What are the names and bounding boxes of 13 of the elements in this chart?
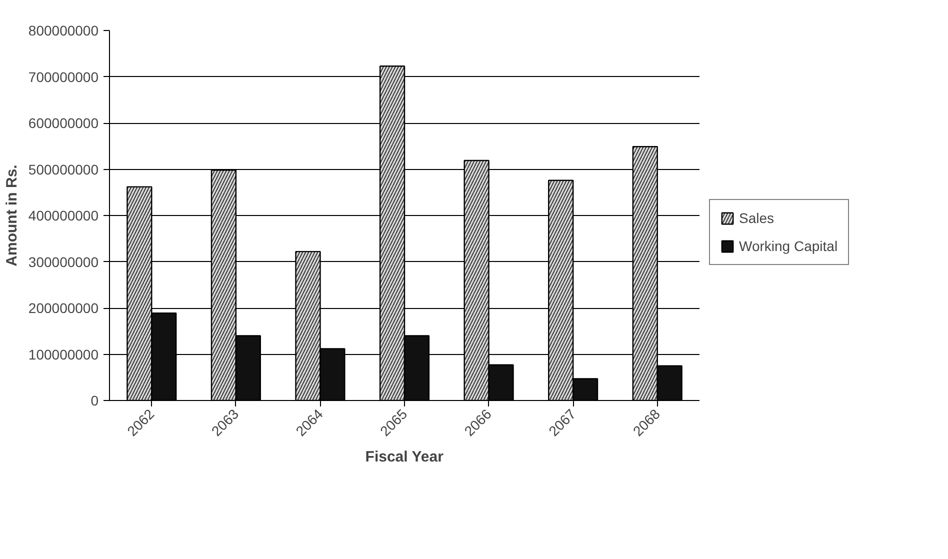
x-axis-title: Fiscal Year (365, 448, 444, 466)
y-tick-label: 300000000 (28, 254, 99, 270)
y-tick-label: 0 (90, 392, 99, 408)
legend-label: Working Capital (739, 238, 838, 254)
y-tick-label: 800000000 (28, 22, 99, 38)
y-tick-label: 200000000 (28, 300, 99, 316)
y-tick-label: 500000000 (28, 161, 99, 178)
y-tick-label: 600000000 (28, 115, 99, 131)
legend-label: Sales (739, 210, 774, 226)
y-tick-label: 400000000 (28, 208, 99, 224)
y-axis-title: Amount in Rs. (3, 164, 20, 266)
y-tick-label: 700000000 (28, 68, 99, 85)
y-tick-label: 100000000 (28, 346, 99, 362)
